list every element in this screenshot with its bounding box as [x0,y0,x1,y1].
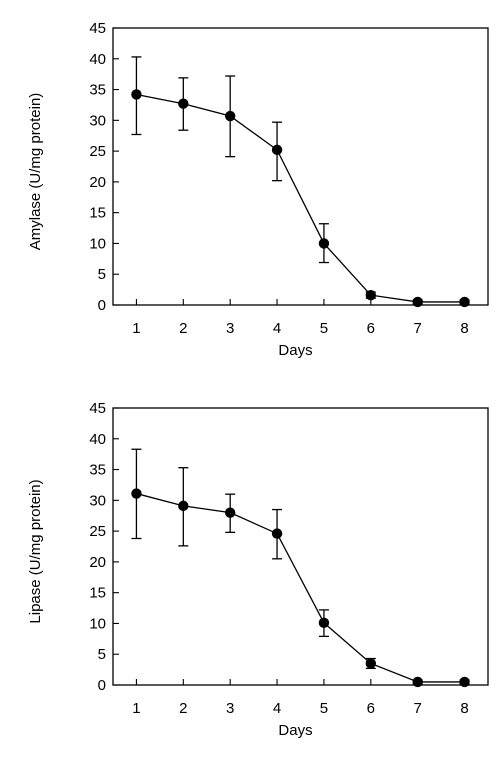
x-axis-title: Days [278,722,312,739]
data-point [459,676,470,688]
data-point [178,500,189,512]
y-tick-label: 15 [89,205,106,222]
series-line [136,492,465,683]
x-tick-label: 7 [414,700,422,717]
y-tick-label: 20 [89,554,106,571]
y-tick-label: 15 [89,585,106,602]
x-tick-label: 1 [132,700,140,717]
x-tick-label: 2 [179,320,187,337]
x-tick-label: 6 [367,700,375,717]
y-tick-label: 35 [89,82,106,99]
x-tick-label: 3 [226,320,234,337]
data-point [131,89,142,100]
x-tick-label: 2 [179,700,187,717]
data-point [224,507,236,518]
plot-frame [112,27,489,306]
series-line [136,93,465,303]
y-tick-label: 30 [89,112,106,129]
x-tick-label: 5 [320,320,328,337]
y-tick-label: 0 [98,677,106,694]
x-tick-label: 8 [460,320,468,337]
x-tick-label: 6 [367,320,375,337]
data-point [131,488,142,499]
y-tick-label: 25 [89,143,106,160]
data-point [178,98,189,109]
y-tick-label: 10 [89,235,106,252]
y-tick-label: 40 [89,431,106,448]
x-tick-label: 8 [460,700,468,717]
data-point [412,676,423,688]
y-tick-label: 25 [89,523,106,540]
y-tick-label: 0 [98,297,106,314]
y-axis-title: Lipase (U/mg protein) [27,479,44,623]
y-axis-title: Amylase (U/mg protein) [27,93,44,251]
y-tick-label: 30 [89,492,106,509]
x-tick-label: 7 [414,320,422,337]
data-point [318,617,330,629]
x-tick-label: 5 [320,700,328,717]
data-point [271,144,283,156]
data-point [459,296,470,308]
data-point [271,528,283,539]
data-point [224,110,236,122]
x-tick-label: 3 [226,700,234,717]
y-tick-label: 5 [98,646,106,663]
y-tick-label: 45 [89,20,106,37]
data-point [365,289,377,301]
data-point [365,658,377,669]
y-tick-label: 40 [89,51,106,68]
y-tick-label: 45 [89,400,106,417]
y-tick-label: 35 [89,462,106,479]
y-tick-label: 20 [89,174,106,191]
plot-frame [112,407,489,686]
y-tick-label: 5 [98,266,106,283]
x-tick-label: 4 [273,320,281,337]
x-tick-label: 1 [132,320,140,337]
x-tick-label: 4 [273,700,281,717]
data-point [318,238,330,249]
x-axis-title: Days [278,342,312,359]
data-point [412,296,423,308]
y-tick-label: 10 [89,615,106,632]
